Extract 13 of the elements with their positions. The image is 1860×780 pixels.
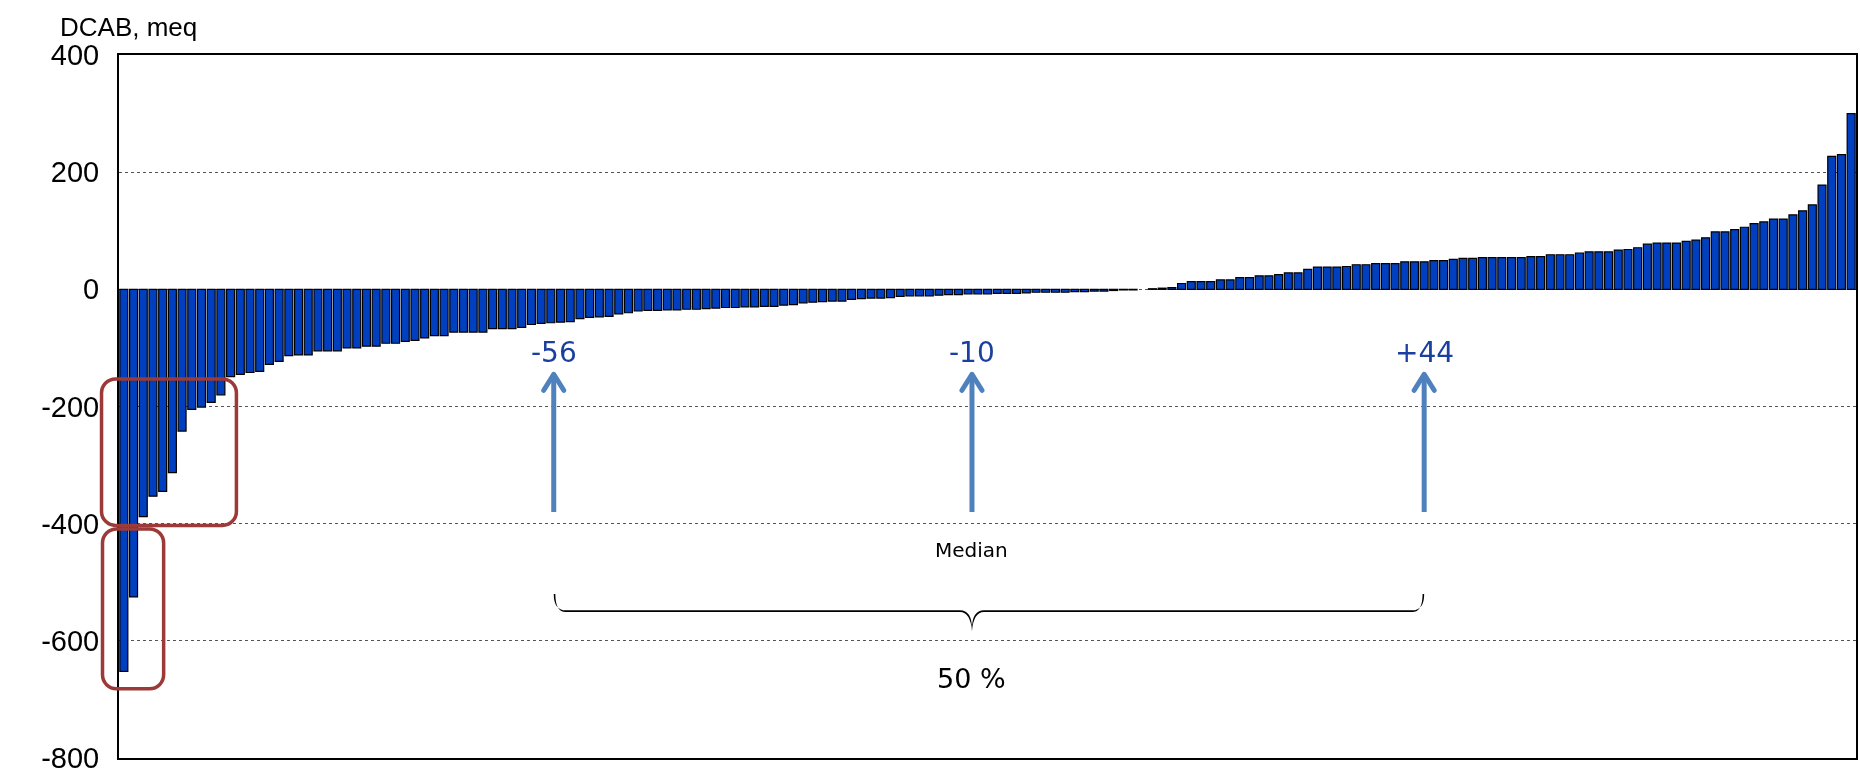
y-tick-label: -200 [41, 390, 100, 423]
y-tick-label: -400 [41, 507, 100, 540]
y-tick-label: 0 [83, 273, 100, 306]
annotation: -56 [531, 336, 577, 369]
y-tick-label: -800 [41, 742, 100, 775]
y-axis-title: DCAB, meq [60, 12, 198, 42]
y-tick-label: 400 [50, 39, 100, 72]
y-tick-label: 200 [50, 156, 100, 189]
annotation: +44 [1395, 336, 1455, 369]
y-tick-label: -600 [41, 624, 100, 657]
annotation: 50 % [937, 663, 1006, 694]
annotation: Median [935, 538, 1008, 562]
annotation: -10 [949, 336, 995, 369]
